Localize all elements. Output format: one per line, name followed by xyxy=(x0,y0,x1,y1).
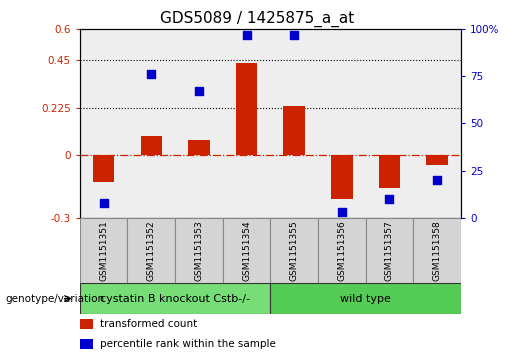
Bar xyxy=(93,155,114,182)
Text: cystatin B knockout Cstb-/-: cystatin B knockout Cstb-/- xyxy=(100,294,250,303)
Bar xyxy=(188,140,210,155)
Text: GSM1151351: GSM1151351 xyxy=(99,220,108,281)
Text: percentile rank within the sample: percentile rank within the sample xyxy=(100,339,277,349)
Bar xyxy=(331,155,353,199)
Bar xyxy=(318,218,366,283)
Point xyxy=(385,196,393,202)
Text: GSM1151352: GSM1151352 xyxy=(147,220,156,281)
Point xyxy=(195,89,203,94)
Text: GSM1151356: GSM1151356 xyxy=(337,220,346,281)
Text: GSM1151354: GSM1151354 xyxy=(242,220,251,281)
Bar xyxy=(426,155,448,166)
Point xyxy=(243,32,251,38)
Bar xyxy=(141,136,162,155)
Point xyxy=(99,200,108,205)
Bar xyxy=(283,106,305,155)
Bar xyxy=(175,218,222,283)
Point xyxy=(338,209,346,215)
Bar xyxy=(80,218,128,283)
Bar xyxy=(128,218,175,283)
Point xyxy=(433,177,441,183)
Bar xyxy=(270,218,318,283)
Text: wild type: wild type xyxy=(340,294,391,303)
Point xyxy=(290,32,298,38)
Bar xyxy=(270,283,461,314)
Bar xyxy=(379,155,400,188)
Bar xyxy=(366,218,413,283)
Text: GSM1151357: GSM1151357 xyxy=(385,220,394,281)
Text: GSM1151355: GSM1151355 xyxy=(290,220,299,281)
Text: GDS5089 / 1425875_a_at: GDS5089 / 1425875_a_at xyxy=(160,11,355,27)
Text: genotype/variation: genotype/variation xyxy=(5,294,104,303)
Text: transformed count: transformed count xyxy=(100,319,198,329)
Text: GSM1151353: GSM1151353 xyxy=(195,220,203,281)
Text: GSM1151358: GSM1151358 xyxy=(433,220,441,281)
Bar xyxy=(80,283,270,314)
Point xyxy=(147,72,156,77)
Bar xyxy=(413,218,461,283)
Bar xyxy=(236,62,258,155)
Bar xyxy=(222,218,270,283)
